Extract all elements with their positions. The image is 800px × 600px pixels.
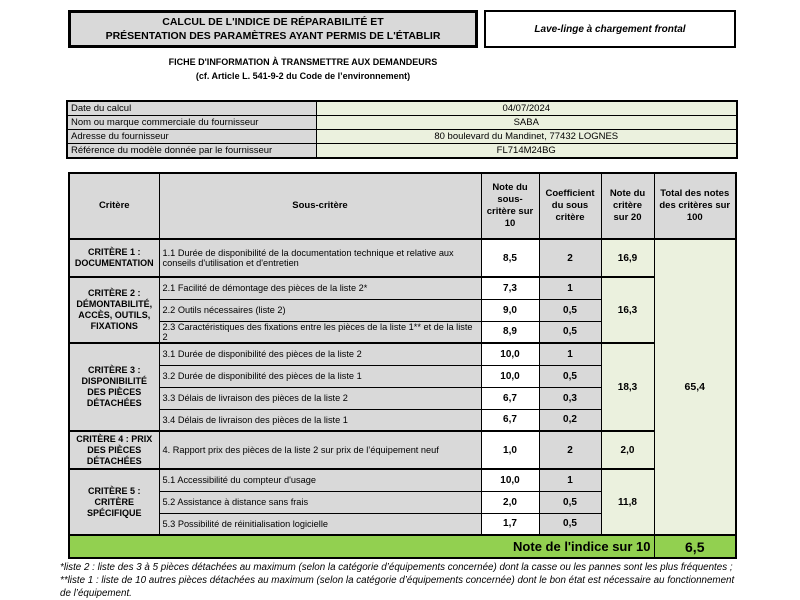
- subscore-cell-5-3: 1,7: [480, 512, 540, 536]
- subcriterion-cell-3-4: 3.4 Délais de livraison des pièces de la…: [158, 408, 482, 432]
- criterion-score-cell-1: 16,9: [600, 238, 655, 278]
- product-category-box: Lave-linge à chargement frontal: [484, 10, 736, 48]
- document-title-line1: CALCUL DE L'INDICE DE RÉPARABILITÉ ET: [162, 16, 384, 28]
- criterion-cell-4: CRITÈRE 4 : PRIX DES PIÈCES DÉTACHÉES: [68, 430, 160, 470]
- footnotes: *liste 2 : liste des 3 à 5 pièces détach…: [60, 561, 742, 600]
- info-value-date: 04/07/2024: [315, 100, 738, 116]
- score-table-header-row: Critère Sous-critère Note du sous-critèr…: [68, 172, 737, 240]
- criterion-cell-5: CRITÈRE 5 : CRITÈRE SPÉCIFIQUE: [68, 468, 160, 536]
- subcriterion-cell-2-1: 2.1 Facilité de démontage des pièces de …: [158, 276, 482, 300]
- table-row: 5.3 Possibilité de réinitialisation logi…: [69, 512, 736, 536]
- info-value-supplier-address: 80 boulevard du Mandinet, 77432 LOGNES: [315, 129, 738, 144]
- header-subcriterion: Sous-critère: [158, 172, 482, 240]
- coefficient-cell-3-1: 1: [538, 342, 602, 366]
- coefficient-cell-5-1: 1: [538, 468, 602, 492]
- subcriterion-cell-5-2: 5.2 Assistance à distance sans frais: [158, 490, 482, 514]
- header-criterion-score: Note du critère sur 20: [600, 172, 655, 240]
- subcriterion-cell-4: 4. Rapport prix des pièces de la liste 2…: [158, 430, 482, 470]
- criterion-score-cell-4: 2,0: [600, 430, 655, 470]
- table-row: 3.4 Délais de livraison des pièces de la…: [69, 408, 736, 432]
- subcriterion-cell-3-2: 3.2 Durée de disponibilité des pièces de…: [158, 364, 482, 388]
- criterion-cell-2: CRITÈRE 2 : DÉMONTABILITÉ, ACCÈS, OUTILS…: [68, 276, 160, 344]
- table-row: Adresse du fournisseur 80 boulevard du M…: [66, 129, 738, 144]
- final-index-value: 6,5: [653, 534, 737, 559]
- final-index-label: Note de l'indice sur 10: [68, 534, 655, 559]
- subcriterion-cell-5-1: 5.1 Accessibilité du compteur d'usage: [158, 468, 482, 492]
- total-score-cell: 65,4: [653, 238, 737, 536]
- table-row: 5.2 Assistance à distance sans frais 2,0…: [69, 490, 736, 514]
- table-row: 3.3 Délais de livraison des pièces de la…: [69, 386, 736, 410]
- coefficient-cell-3-4: 0,2: [538, 408, 602, 432]
- subtitle-line1: FICHE D'INFORMATION À TRANSMETTRE AUX DE…: [168, 57, 438, 67]
- subscore-cell-2-3: 8,9: [480, 320, 540, 344]
- score-table: Critère Sous-critère Note du sous-critèr…: [68, 172, 737, 559]
- subscore-cell-1-1: 8,5: [480, 238, 540, 278]
- table-row: CRITÈRE 4 : PRIX DES PIÈCES DÉTACHÉES 4.…: [68, 430, 736, 470]
- criterion-score-cell-2: 16,3: [600, 276, 655, 344]
- subscore-cell-3-2: 10,0: [480, 364, 540, 388]
- subcriterion-cell-1-1: 1.1 Durée de disponibilité de la documen…: [158, 238, 482, 278]
- product-category-label: Lave-linge à chargement frontal: [534, 23, 686, 35]
- table-row: CRITÈRE 3 : DISPONIBILITÉ DES PIÈCES DÉT…: [68, 342, 736, 432]
- coefficient-cell-1-1: 2: [538, 238, 602, 278]
- subscore-cell-3-1: 10,0: [480, 342, 540, 366]
- info-value-supplier-name: SABA: [315, 115, 738, 130]
- subscore-cell-5-1: 10,0: [480, 468, 540, 492]
- header-subscore: Note du sous-critère sur 10: [480, 172, 540, 240]
- subscore-cell-2-2: 9,0: [480, 298, 540, 322]
- criterion-cell-3: CRITÈRE 3 : DISPONIBILITÉ DES PIÈCES DÉT…: [68, 342, 160, 432]
- header-total: Total des notes des critères sur 100: [653, 172, 737, 240]
- subscore-cell-2-1: 7,3: [480, 276, 540, 300]
- table-row: Nom ou marque commerciale du fournisseur…: [66, 115, 738, 130]
- table-row: Date du calcul 04/07/2024: [66, 100, 738, 116]
- header-coefficient: Coefficient du sous critère: [538, 172, 602, 240]
- coefficient-cell-3-2: 0,5: [538, 364, 602, 388]
- info-label-supplier-name: Nom ou marque commerciale du fournisseur: [66, 115, 317, 130]
- subcriterion-cell-2-3: 2.3 Caractéristiques des fixations entre…: [158, 320, 482, 344]
- document-subtitle: FICHE D'INFORMATION À TRANSMETTRE AUX DE…: [68, 55, 538, 83]
- supplier-info-table: Date du calcul 04/07/2024 Nom ou marque …: [66, 100, 738, 159]
- coefficient-cell-2-1: 1: [538, 276, 602, 300]
- table-row: CRITÈRE 2 : DÉMONTABILITÉ, ACCÈS, OUTILS…: [68, 276, 736, 344]
- document-title-box: CALCUL DE L'INDICE DE RÉPARABILITÉ ET PR…: [68, 10, 478, 48]
- footnote-liste-1: **liste 1 : liste de 10 autres pièces dé…: [60, 575, 735, 599]
- subtitle-line2: (cf. Article L. 541-9-2 du Code de l’env…: [195, 71, 411, 81]
- coefficient-cell-5-2: 0,5: [538, 490, 602, 514]
- table-row: CRITÈRE 1 : DOCUMENTATION 1.1 Durée de d…: [68, 238, 737, 536]
- table-row: Référence du modèle donnée par le fourni…: [66, 143, 738, 159]
- document-title-line2: PRÉSENTATION DES PARAMÈTRES AYANT PERMIS…: [105, 30, 441, 42]
- footnote-liste-2: *liste 2 : liste des 3 à 5 pièces détach…: [60, 562, 733, 573]
- info-value-model-reference: FL714M24BG: [315, 143, 738, 159]
- header-criterion: Critère: [68, 172, 160, 240]
- subcriterion-cell-3-3: 3.3 Délais de livraison des pièces de la…: [158, 386, 482, 410]
- coefficient-cell-4: 2: [538, 430, 602, 470]
- subscore-cell-3-4: 6,7: [480, 408, 540, 432]
- subscore-cell-4: 1,0: [480, 430, 540, 470]
- subcriterion-cell-3-1: 3.1 Durée de disponibilité des pièces de…: [158, 342, 482, 366]
- final-index-row: Note de l'indice sur 10 6,5: [68, 534, 737, 559]
- criterion-score-cell-5: 11,8: [600, 468, 655, 536]
- subcriterion-cell-2-2: 2.2 Outils nécessaires (liste 2): [158, 298, 482, 322]
- subscore-cell-3-3: 6,7: [480, 386, 540, 410]
- info-label-supplier-address: Adresse du fournisseur: [66, 129, 317, 144]
- coefficient-cell-2-2: 0,5: [538, 298, 602, 322]
- table-row: CRITÈRE 5 : CRITÈRE SPÉCIFIQUE 5.1 Acces…: [68, 468, 736, 536]
- criterion-score-cell-3: 18,3: [600, 342, 655, 432]
- coefficient-cell-3-3: 0,3: [538, 386, 602, 410]
- coefficient-cell-5-3: 0,5: [538, 512, 602, 536]
- info-label-model-reference: Référence du modèle donnée par le fourni…: [66, 143, 317, 159]
- subscore-cell-5-2: 2,0: [480, 490, 540, 514]
- info-label-date: Date du calcul: [66, 100, 317, 116]
- coefficient-cell-2-3: 0,5: [538, 320, 602, 344]
- criterion-cell-1: CRITÈRE 1 : DOCUMENTATION: [68, 238, 160, 278]
- subcriterion-cell-5-3: 5.3 Possibilité de réinitialisation logi…: [158, 512, 482, 536]
